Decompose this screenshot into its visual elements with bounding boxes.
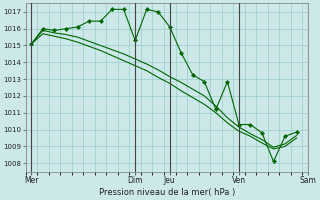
X-axis label: Pression niveau de la mer( hPa ): Pression niveau de la mer( hPa ) — [99, 188, 235, 197]
